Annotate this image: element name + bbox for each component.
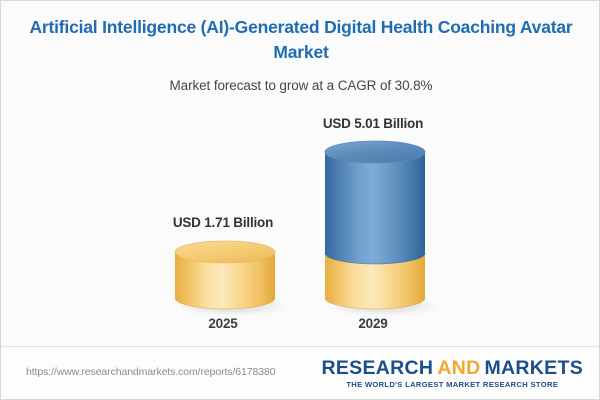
chart-title: Artificial Intelligence (AI)-Generated D… — [29, 17, 573, 62]
research-and-markets-logo[interactable]: RESEARCH AND MARKETS THE WORLD'S LARGEST M… — [321, 358, 583, 389]
logo-tagline: THE WORLD'S LARGEST MARKET RESEARCH STOR… — [346, 380, 559, 389]
bar-value-label-2025: USD 1.71 Billion — [172, 215, 274, 230]
bar-category-label-2029: 2029 — [358, 316, 388, 331]
logo-word-and: AND — [437, 357, 481, 379]
bar-cylinder-2029 — [324, 140, 426, 310]
bar-category-label-2025: 2025 — [208, 316, 238, 331]
chart-plot-area: USD 1.71 Billion — [1, 1, 599, 346]
logo-word-research: RESEARCH — [321, 357, 434, 379]
chart-subtitle: Market forecast to grow at a CAGR of 30.… — [169, 78, 433, 93]
bar-cylinder-2025 — [174, 240, 276, 310]
logo-wordmark: RESEARCH AND MARKETS — [321, 358, 583, 378]
chart-footer: https://www.researchandmarkets.com/repor… — [1, 346, 599, 399]
report-url[interactable]: https://www.researchandmarkets.com/repor… — [26, 366, 276, 378]
logo-word-markets: MARKETS — [484, 357, 583, 379]
bar-value-label-2029: USD 5.01 Billion — [322, 116, 424, 131]
chart-header: Artificial Intelligence (AI)-Generated D… — [1, 15, 599, 93]
